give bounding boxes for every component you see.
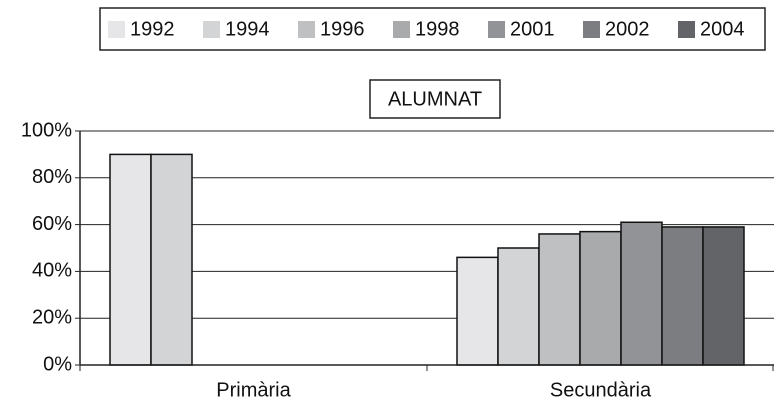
legend-label: 2001	[510, 18, 555, 40]
legend-label: 2004	[700, 18, 745, 40]
legend-swatch	[393, 21, 410, 38]
bar	[661, 226, 704, 366]
y-tick-label: 20%	[32, 306, 72, 328]
legend-label: 1994	[225, 18, 270, 40]
legend-swatch	[583, 21, 600, 38]
bar	[497, 247, 540, 366]
y-tick-label: 40%	[32, 260, 72, 282]
y-tick-label: 80%	[32, 166, 72, 188]
legend-swatch	[203, 21, 220, 38]
y-tick-label: 100%	[21, 119, 72, 141]
legend-swatch	[678, 21, 695, 38]
bar	[538, 233, 581, 366]
y-tick-label: 0%	[43, 353, 72, 375]
bar	[702, 226, 745, 366]
legend-label: 1998	[415, 18, 460, 40]
legend-label: 1996	[320, 18, 365, 40]
chart-title: ALUMNAT	[388, 88, 482, 110]
title-box	[369, 79, 501, 119]
legend-swatch	[108, 21, 125, 38]
x-tick-label: Primària	[216, 379, 291, 401]
bar	[109, 153, 152, 366]
bar	[579, 230, 622, 366]
legend-label: 1992	[130, 18, 175, 40]
bar	[150, 153, 193, 366]
y-tick-label: 60%	[32, 213, 72, 235]
legend-label: 2002	[605, 18, 650, 40]
legend-swatch	[298, 21, 315, 38]
legend-swatch	[488, 21, 505, 38]
bar	[456, 256, 499, 366]
bar	[620, 221, 663, 366]
x-tick-label: Secundària	[550, 379, 652, 401]
